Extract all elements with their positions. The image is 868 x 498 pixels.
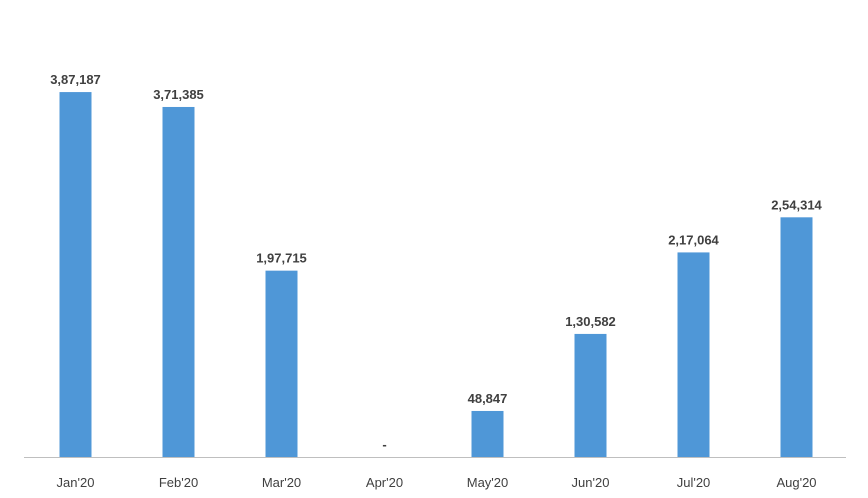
bars-group (59, 92, 813, 457)
data-label-6: 2,17,064 (668, 232, 719, 247)
data-label-7: 2,54,314 (771, 197, 822, 212)
data-label-5: 1,30,582 (565, 314, 616, 329)
data-label-4: 48,847 (468, 391, 508, 406)
x-tick-label-4: May'20 (467, 475, 509, 490)
x-tick-label-2: Mar'20 (262, 475, 301, 490)
bar-1 (162, 106, 195, 457)
bar-2 (265, 270, 298, 457)
x-tick-label-3: Apr'20 (366, 475, 403, 490)
data-label-2: 1,97,715 (256, 251, 307, 266)
bar-7 (780, 217, 813, 457)
x-tick-label-6: Jul'20 (677, 475, 711, 490)
data-label-0: 3,87,187 (50, 72, 101, 87)
x-tick-label-7: Aug'20 (776, 475, 816, 490)
data-label-3: - (382, 437, 386, 452)
x-tick-labels-group: Jan'20 Feb'20 Mar'20 Apr'20 May'20 Jun'20 Jul'… (57, 475, 817, 490)
data-labels-group: 3,87,187 3,71,385 1,97,715 - 48,847 1,30,582 2… (50, 72, 822, 452)
x-tick-label-0: Jan'20 (57, 475, 95, 490)
bar-6 (677, 252, 710, 457)
x-tick-label-5: Jun'20 (572, 475, 610, 490)
bar-0 (59, 92, 92, 457)
x-tick-label-1: Feb'20 (159, 475, 198, 490)
bar-4 (471, 410, 504, 457)
bar-5 (574, 333, 607, 457)
data-label-1: 3,71,385 (153, 87, 204, 102)
